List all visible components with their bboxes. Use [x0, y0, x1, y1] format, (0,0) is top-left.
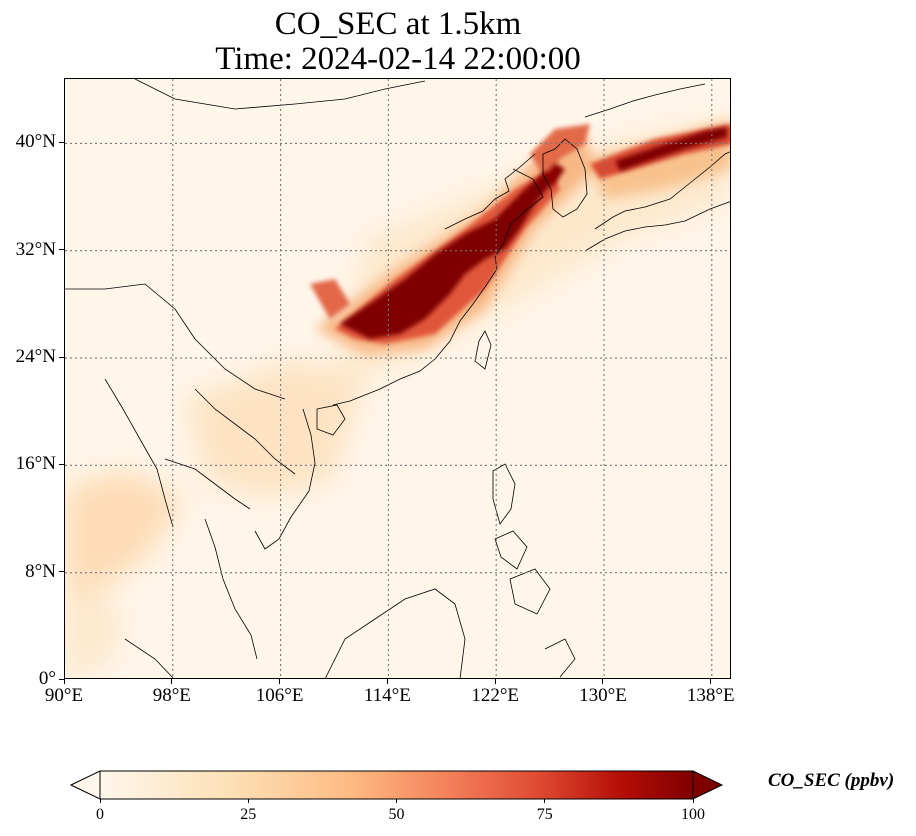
lat-tick-mark	[59, 678, 64, 680]
lon-tick-mark	[279, 679, 281, 684]
lon-tick-label: 114°E	[363, 685, 411, 706]
plume-inner-north	[530, 124, 590, 179]
colorbar-tick-label: 100	[681, 806, 705, 823]
lon-tick-label: 98°E	[152, 685, 191, 706]
map-panel	[64, 78, 731, 679]
colorbar-tick-label: 50	[388, 806, 405, 823]
colorbar-tick-label: 75	[536, 806, 553, 823]
haze-bay-of-bengal	[65, 469, 185, 599]
colorbar-tick-label: 0	[96, 806, 104, 823]
haze-indochina	[185, 359, 365, 499]
philippines-mindanao	[509, 568, 551, 615]
lon-tick-mark	[63, 679, 65, 684]
lon-tick-mark	[494, 679, 496, 684]
lon-tick-label: 122°E	[471, 685, 520, 706]
coastlines	[65, 79, 730, 678]
colorbar-body	[99, 770, 694, 800]
china-coastline	[332, 168, 544, 406]
map-title-line-1: CO_SEC at 1.5km	[274, 6, 522, 42]
concentration-field	[65, 119, 730, 678]
lat-tick-label: 8°N	[25, 560, 56, 582]
colorbar	[70, 770, 724, 800]
colorbar-tick-mark	[396, 799, 397, 803]
colorbar-extend-high	[692, 770, 724, 800]
japan-south	[584, 201, 730, 252]
lat-tick-mark	[59, 249, 64, 251]
lon-tick-label: 90°E	[44, 685, 84, 706]
myanmar-coast	[104, 378, 174, 528]
sulawesi	[544, 638, 576, 678]
korea-coast	[542, 138, 588, 218]
hainan	[316, 404, 346, 436]
philippines-luzon	[492, 463, 516, 525]
inland-border-laos	[194, 388, 296, 475]
map-gridlines	[65, 79, 730, 678]
lon-tick-mark	[171, 679, 173, 684]
colorbar-tick-mark	[247, 799, 249, 803]
plume-core	[340, 127, 727, 339]
map-title-line-2: Time: 2024-02-14 22:00:00	[215, 41, 581, 77]
plume-arm-west	[310, 279, 350, 319]
lat-tick-mark	[59, 571, 64, 573]
lon-tick-label: 106°E	[255, 685, 304, 706]
borneo	[325, 588, 466, 678]
lon-tick-label: 130°E	[579, 685, 627, 706]
lon-tick-mark	[602, 679, 604, 684]
lon-tick-label: 138°E	[686, 685, 735, 706]
lat-tick-mark	[59, 356, 64, 358]
lat-tick-mark	[59, 141, 64, 143]
lat-tick-label: 16°N	[15, 453, 56, 475]
colorbar-tick-label: 25	[240, 806, 257, 823]
sumatra	[124, 638, 174, 678]
lat-tick-label: 32°N	[15, 238, 56, 260]
lat-tick-label: 0°	[38, 668, 56, 689]
bohai-coast	[444, 153, 536, 230]
colorbar-tick-mark	[99, 799, 101, 803]
lon-tick-mark	[386, 679, 388, 684]
colorbar-tick-mark	[544, 799, 546, 803]
haze-south-west	[65, 579, 125, 678]
colorbar-tick-mark	[692, 799, 694, 803]
taiwan	[474, 330, 492, 370]
indochina-coast	[254, 408, 316, 550]
philippines-visayas	[494, 530, 528, 570]
colorbar-label: CO_SEC (ppbv)	[768, 770, 895, 791]
inland-border-china	[65, 283, 286, 400]
map-canvas	[65, 79, 730, 678]
lat-tick-label: 40°N	[15, 131, 56, 153]
lat-tick-label: 24°N	[15, 346, 56, 368]
lon-tick-mark	[710, 679, 712, 684]
malay-peninsula	[204, 518, 258, 660]
colorbar-extend-low	[70, 770, 101, 800]
lat-tick-mark	[59, 463, 64, 465]
northern-border	[134, 79, 426, 110]
sea-of-japan-rim	[584, 83, 706, 118]
japan-kyushu-honshu	[594, 151, 730, 230]
